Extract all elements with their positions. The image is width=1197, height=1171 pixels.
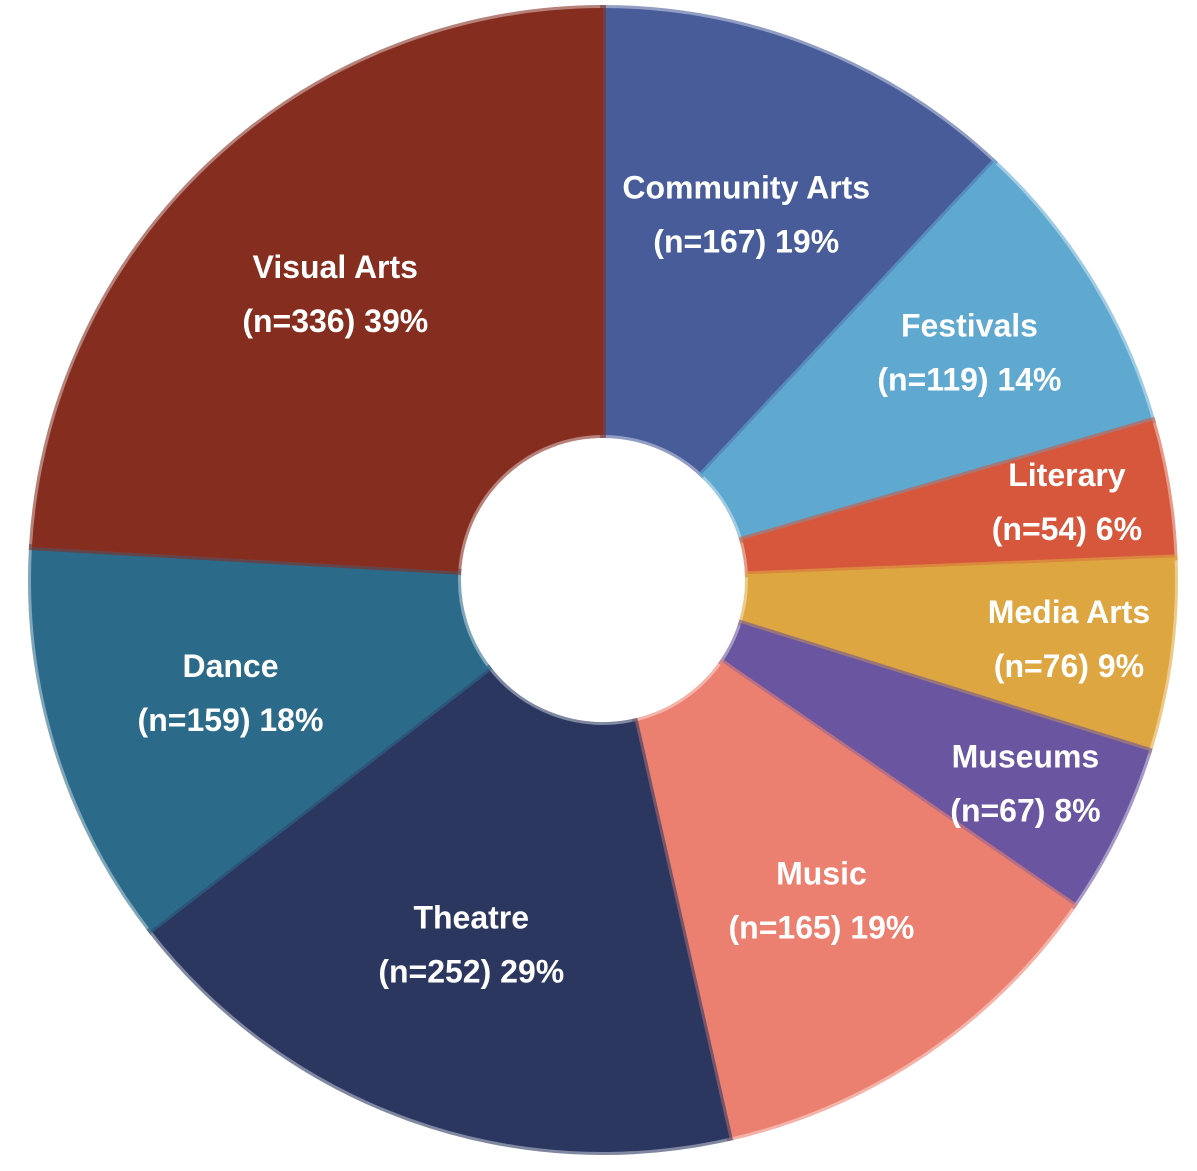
slice-label: Visual Arts bbox=[253, 249, 418, 285]
value-label: (n=54) 6% bbox=[992, 511, 1142, 547]
slice bbox=[737, 554, 1178, 755]
value-label: (n=336) 39% bbox=[242, 303, 428, 339]
value-label: (n=119) 14% bbox=[877, 361, 1061, 397]
value-label: (n=167) 19% bbox=[653, 224, 839, 260]
slice bbox=[631, 658, 1078, 1142]
slice bbox=[28, 4, 606, 575]
value-label: (n=252) 29% bbox=[378, 954, 564, 990]
value-label: (n=159) 18% bbox=[138, 702, 324, 738]
slice-label: Festivals bbox=[901, 307, 1038, 343]
slice-label: Museums bbox=[952, 738, 1100, 774]
slice-label: Music bbox=[776, 856, 867, 892]
slice-label: Literary bbox=[1008, 457, 1126, 493]
slice bbox=[28, 544, 493, 935]
slice-label: Dance bbox=[182, 648, 278, 684]
slice-label: Media Arts bbox=[988, 594, 1150, 630]
slice-label: Community Arts bbox=[622, 170, 870, 206]
value-label: (n=76) 9% bbox=[994, 648, 1144, 684]
value-label: (n=165) 19% bbox=[729, 910, 915, 946]
slice bbox=[697, 158, 1157, 544]
value-label: (n=67) 8% bbox=[950, 792, 1100, 828]
slice bbox=[146, 664, 734, 1155]
slice bbox=[600, 4, 999, 479]
slice-label: Theatre bbox=[413, 900, 529, 936]
